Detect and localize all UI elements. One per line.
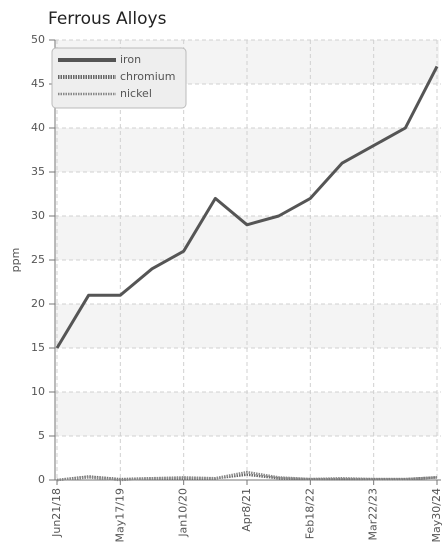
y-tick-label: 10 [31,385,45,398]
y-tick-label: 35 [31,165,45,178]
y-tick-label: 15 [31,341,45,354]
band [55,128,439,172]
band [55,304,439,348]
y-tick-label: 5 [38,429,45,442]
y-tick-label: 0 [38,473,45,486]
x-tick-label: Mar22/23 [367,488,380,540]
legend-label: nickel [120,87,152,100]
y-tick-label: 45 [31,77,45,90]
x-tick-label: May17/19 [113,488,126,542]
x-tick-label: Apr8/21 [240,488,253,532]
y-tick-label: 25 [31,253,45,266]
x-tick-label: Feb18/22 [303,488,316,539]
y-tick-label: 40 [31,121,45,134]
y-tick-label: 30 [31,209,45,222]
x-tick-label: Jun21/18 [50,488,63,538]
line-series [56,470,438,482]
legend-label: iron [120,53,141,66]
legend-label: chromium [120,70,176,83]
line-series [55,65,439,349]
y-tick-label: 50 [31,33,45,46]
y-axis-label: ppm [9,248,22,273]
x-tick-label: May30/24 [430,488,443,542]
chart-title: Ferrous Alloys [48,9,167,29]
y-tick-label: 20 [31,297,45,310]
x-tick-label: Jan10/20 [177,488,190,538]
